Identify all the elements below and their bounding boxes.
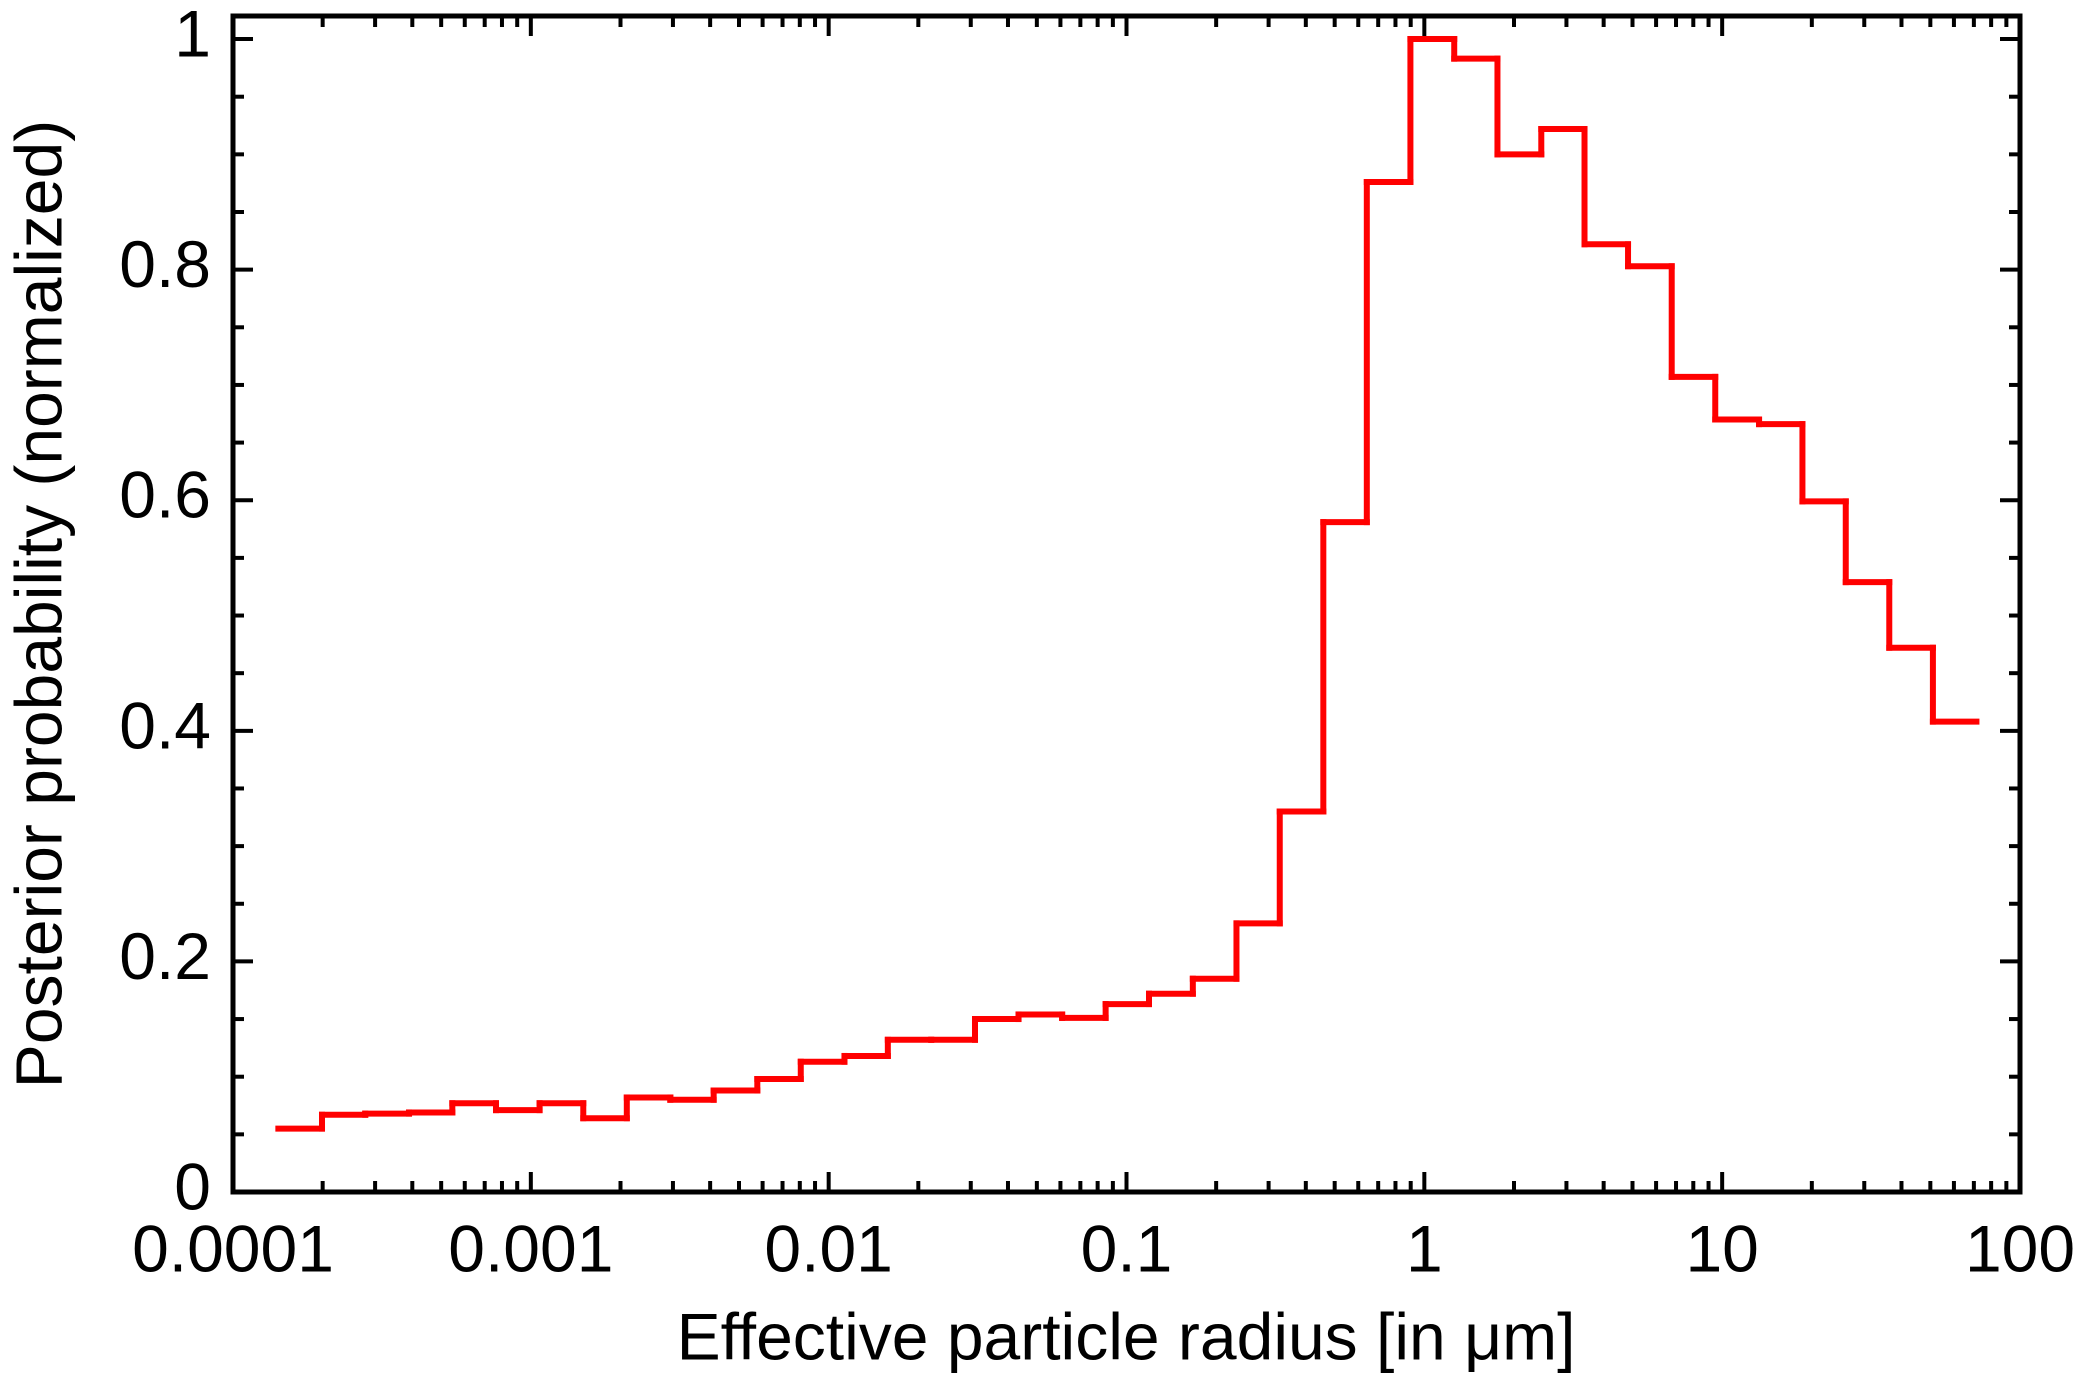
x-axis-title: Effective particle radius [in μm] bbox=[677, 1299, 1576, 1373]
y-tick-label: 0.2 bbox=[119, 919, 211, 993]
y-tick-label: 1 bbox=[174, 0, 211, 70]
y-tick-label: 0.6 bbox=[119, 458, 211, 532]
x-tick-label: 0.01 bbox=[764, 1211, 892, 1285]
plot-frame bbox=[230, 13, 2023, 1195]
x-tick-label: 0.0001 bbox=[132, 1211, 334, 1285]
y-tick-label: 0.4 bbox=[119, 688, 211, 762]
y-tick-label: 0.8 bbox=[119, 227, 211, 301]
x-tick-label: 100 bbox=[1965, 1211, 2075, 1285]
x-tick-label: 10 bbox=[1685, 1211, 1758, 1285]
x-tick-label: 0.1 bbox=[1081, 1211, 1173, 1285]
x-tick-label: 1 bbox=[1406, 1211, 1443, 1285]
x-tick-label: 0.001 bbox=[448, 1211, 613, 1285]
y-tick-label: 0 bbox=[174, 1149, 211, 1223]
y-axis-title: Posterior probability (normalized) bbox=[1, 120, 75, 1088]
